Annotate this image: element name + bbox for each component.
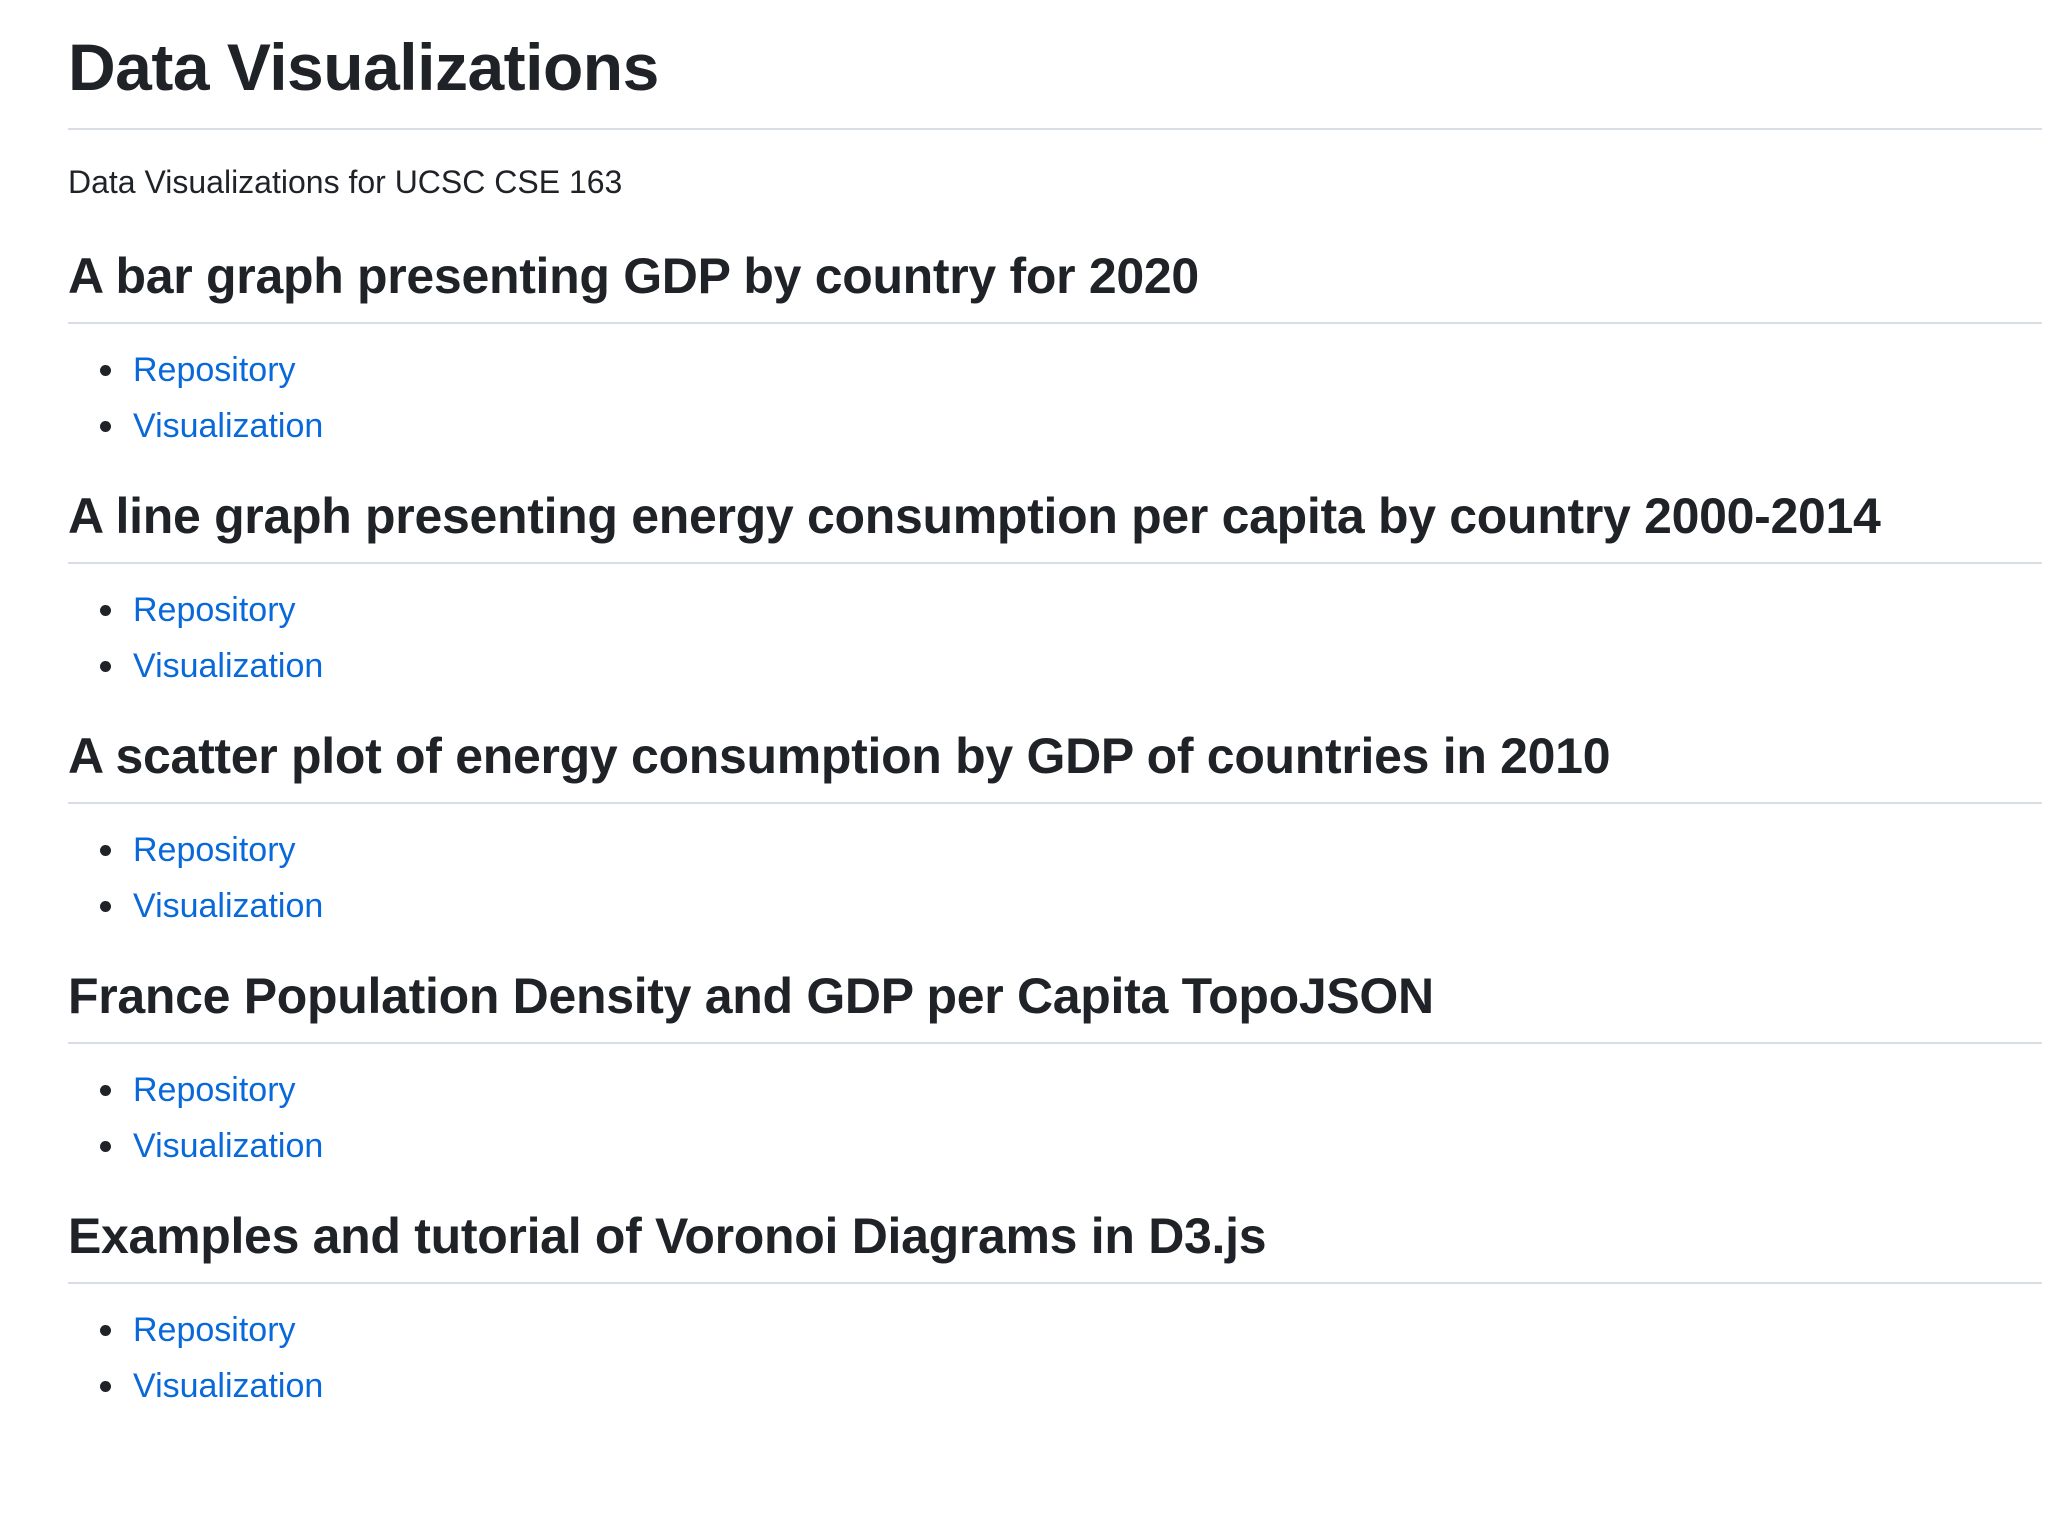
repository-link[interactable]: Repository — [133, 1071, 296, 1109]
list-item: Repository — [100, 588, 2042, 632]
list-item: Repository — [100, 1068, 2042, 1112]
visualization-link[interactable]: Visualization — [133, 1127, 324, 1165]
link-list: Repository Visualization — [68, 348, 2042, 448]
section-bar-graph: A bar graph presenting GDP by country fo… — [68, 246, 2042, 448]
section-voronoi: Examples and tutorial of Voronoi Diagram… — [68, 1206, 2042, 1408]
bullet-icon — [100, 1141, 111, 1152]
section-heading: A line graph presenting energy consumpti… — [68, 486, 2042, 564]
repository-link[interactable]: Repository — [133, 1311, 296, 1349]
section-heading: A scatter plot of energy consumption by … — [68, 726, 2042, 804]
bullet-icon — [100, 1381, 111, 1392]
bullet-icon — [100, 605, 111, 616]
readme-content: Data Visualizations Data Visualizations … — [68, 24, 2042, 1408]
visualization-link[interactable]: Visualization — [133, 647, 324, 685]
repository-link[interactable]: Repository — [133, 351, 296, 389]
bullet-icon — [100, 901, 111, 912]
link-list: Repository Visualization — [68, 588, 2042, 688]
list-item: Visualization — [100, 1124, 2042, 1168]
repository-link[interactable]: Repository — [133, 831, 296, 869]
list-item: Repository — [100, 348, 2042, 392]
repository-link[interactable]: Repository — [133, 591, 296, 629]
intro-text: Data Visualizations for UCSC CSE 163 — [68, 164, 623, 200]
visualization-link[interactable]: Visualization — [133, 407, 324, 445]
link-list: Repository Visualization — [68, 828, 2042, 928]
section-heading: France Population Density and GDP per Ca… — [68, 966, 2042, 1044]
section-france-topojson: France Population Density and GDP per Ca… — [68, 966, 2042, 1168]
bullet-icon — [100, 1325, 111, 1336]
section-scatter-plot: A scatter plot of energy consumption by … — [68, 726, 2042, 928]
visualization-link[interactable]: Visualization — [133, 1367, 324, 1405]
list-item: Visualization — [100, 644, 2042, 688]
link-list: Repository Visualization — [68, 1068, 2042, 1168]
bullet-icon — [100, 421, 111, 432]
section-line-graph: A line graph presenting energy consumpti… — [68, 486, 2042, 688]
section-heading: A bar graph presenting GDP by country fo… — [68, 246, 2042, 324]
section-heading: Examples and tutorial of Voronoi Diagram… — [68, 1206, 2042, 1284]
list-item: Visualization — [100, 1364, 2042, 1408]
list-item: Visualization — [100, 884, 2042, 928]
visualization-link[interactable]: Visualization — [133, 887, 324, 925]
bullet-icon — [100, 845, 111, 856]
list-item: Repository — [100, 1308, 2042, 1352]
list-item: Repository — [100, 828, 2042, 872]
bullet-icon — [100, 1085, 111, 1096]
bullet-icon — [100, 365, 111, 376]
link-list: Repository Visualization — [68, 1308, 2042, 1408]
page-title: Data Visualizations — [68, 24, 2042, 130]
bullet-icon — [100, 661, 111, 672]
list-item: Visualization — [100, 404, 2042, 448]
